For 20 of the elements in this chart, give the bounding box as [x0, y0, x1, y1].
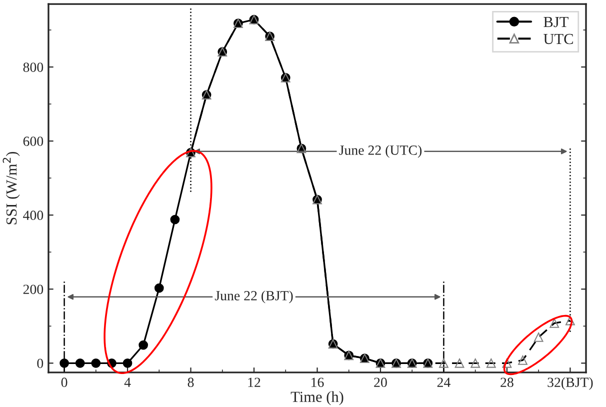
x-axis-title: Time (h) — [290, 391, 344, 406]
x-tick-label: 16 — [312, 378, 324, 388]
annotation: June 22 (BJT) — [214, 290, 293, 304]
legend-label: UTC — [544, 34, 573, 44]
x-tick-label: 32(BJT) — [548, 377, 593, 390]
x-tick-label: 4 — [124, 378, 131, 387]
y-tick-label: 0 — [37, 358, 44, 368]
annotation: June 22 (UTC) — [339, 145, 422, 158]
y-axis-title: SSI (W/m$^{2}$) — [2, 152, 20, 224]
x-tick-label: 28 — [500, 378, 514, 388]
x-tick-label: 24 — [437, 378, 450, 387]
x-tick-label: 8 — [188, 378, 194, 388]
x-tick-label: 20 — [374, 378, 387, 388]
y-tick-label: 400 — [23, 210, 44, 220]
x-tick-label: 12 — [248, 378, 260, 387]
y-tick-label: 600 — [23, 136, 44, 146]
x-tick-label: 0 — [61, 378, 68, 388]
legend-label: BJT — [544, 16, 568, 28]
y-tick-label: 800 — [23, 62, 44, 72]
y-tick-label: 200 — [23, 284, 44, 294]
